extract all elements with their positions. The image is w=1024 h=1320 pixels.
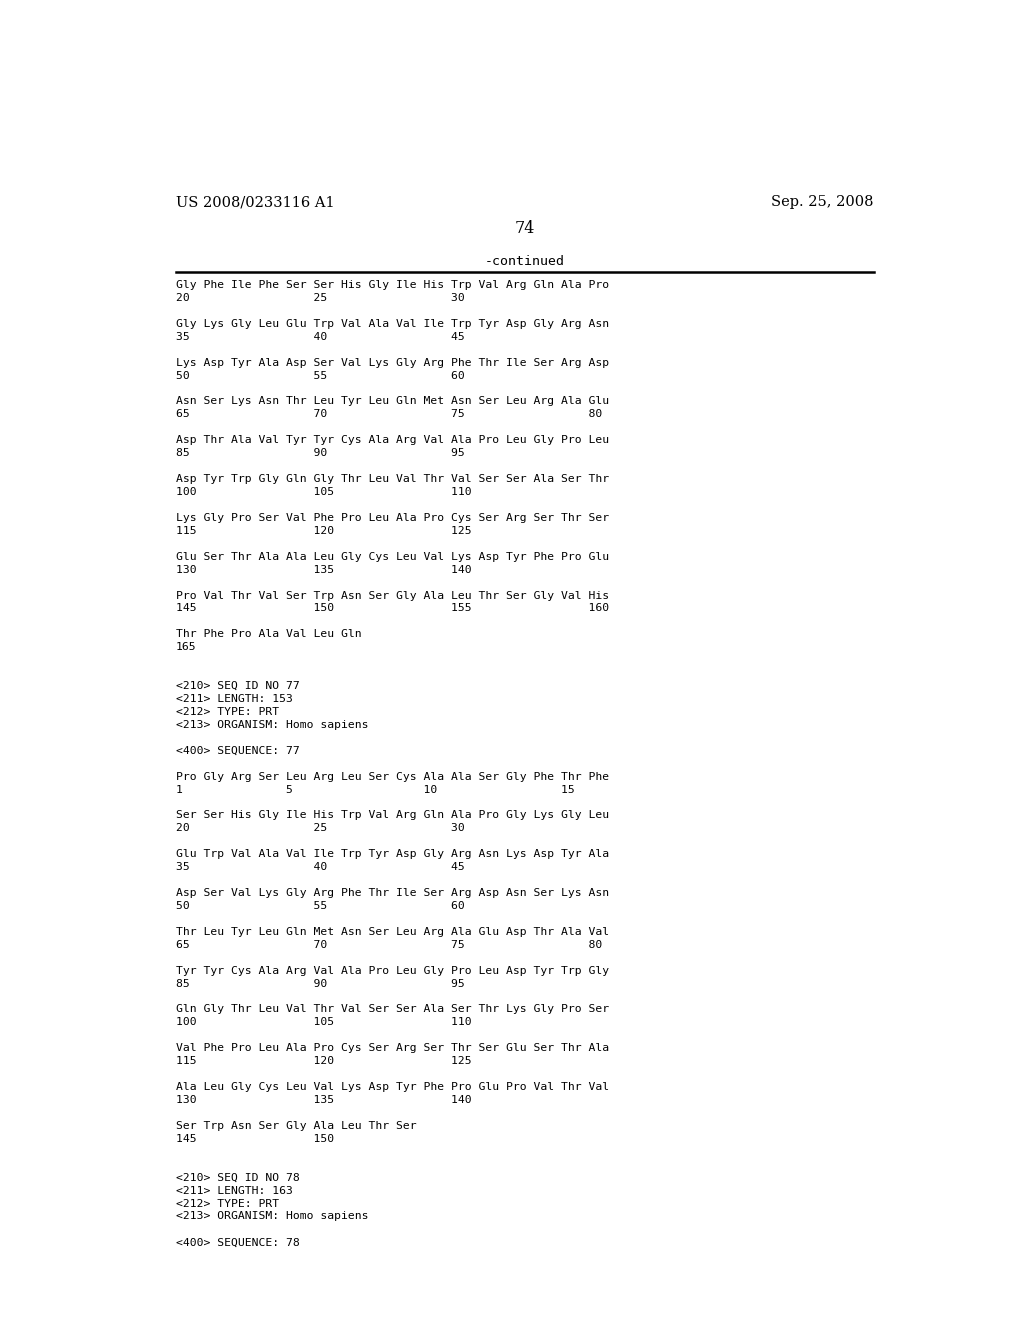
Text: <211> LENGTH: 163: <211> LENGTH: 163 <box>176 1185 293 1196</box>
Text: 50                  55                  60: 50 55 60 <box>176 371 465 380</box>
Text: 35                  40                  45: 35 40 45 <box>176 862 465 873</box>
Text: <400> SEQUENCE: 78: <400> SEQUENCE: 78 <box>176 1237 300 1247</box>
Text: Glu Ser Thr Ala Ala Leu Gly Cys Leu Val Lys Asp Tyr Phe Pro Glu: Glu Ser Thr Ala Ala Leu Gly Cys Leu Val … <box>176 552 609 562</box>
Text: <400> SEQUENCE: 77: <400> SEQUENCE: 77 <box>176 746 300 756</box>
Text: <213> ORGANISM: Homo sapiens: <213> ORGANISM: Homo sapiens <box>176 1212 369 1221</box>
Text: 35                  40                  45: 35 40 45 <box>176 331 465 342</box>
Text: 100                 105                 110: 100 105 110 <box>176 1018 472 1027</box>
Text: Thr Leu Tyr Leu Gln Met Asn Ser Leu Arg Ala Glu Asp Thr Ala Val: Thr Leu Tyr Leu Gln Met Asn Ser Leu Arg … <box>176 927 609 937</box>
Text: 20                  25                  30: 20 25 30 <box>176 824 465 833</box>
Text: 74: 74 <box>515 220 535 238</box>
Text: 1               5                   10                  15: 1 5 10 15 <box>176 784 574 795</box>
Text: 50                  55                  60: 50 55 60 <box>176 902 465 911</box>
Text: US 2008/0233116 A1: US 2008/0233116 A1 <box>176 195 335 210</box>
Text: 65                  70                  75                  80: 65 70 75 80 <box>176 409 602 420</box>
Text: Asp Tyr Trp Gly Gln Gly Thr Leu Val Thr Val Ser Ser Ala Ser Thr: Asp Tyr Trp Gly Gln Gly Thr Leu Val Thr … <box>176 474 609 484</box>
Text: Pro Val Thr Val Ser Trp Asn Ser Gly Ala Leu Thr Ser Gly Val His: Pro Val Thr Val Ser Trp Asn Ser Gly Ala … <box>176 590 609 601</box>
Text: Gly Phe Ile Phe Ser Ser His Gly Ile His Trp Val Arg Gln Ala Pro: Gly Phe Ile Phe Ser Ser His Gly Ile His … <box>176 280 609 290</box>
Text: Ala Leu Gly Cys Leu Val Lys Asp Tyr Phe Pro Glu Pro Val Thr Val: Ala Leu Gly Cys Leu Val Lys Asp Tyr Phe … <box>176 1082 609 1092</box>
Text: Thr Phe Pro Ala Val Leu Gln: Thr Phe Pro Ala Val Leu Gln <box>176 630 361 639</box>
Text: -continued: -continued <box>484 255 565 268</box>
Text: <211> LENGTH: 153: <211> LENGTH: 153 <box>176 694 293 704</box>
Text: 145                 150                 155                 160: 145 150 155 160 <box>176 603 609 614</box>
Text: 115                 120                 125: 115 120 125 <box>176 525 472 536</box>
Text: 130                 135                 140: 130 135 140 <box>176 565 472 574</box>
Text: 115                 120                 125: 115 120 125 <box>176 1056 472 1067</box>
Text: 145                 150: 145 150 <box>176 1134 334 1144</box>
Text: 65                  70                  75                  80: 65 70 75 80 <box>176 940 602 950</box>
Text: Gly Lys Gly Leu Glu Trp Val Ala Val Ile Trp Tyr Asp Gly Arg Asn: Gly Lys Gly Leu Glu Trp Val Ala Val Ile … <box>176 319 609 329</box>
Text: 20                  25                  30: 20 25 30 <box>176 293 465 304</box>
Text: Ser Ser His Gly Ile His Trp Val Arg Gln Ala Pro Gly Lys Gly Leu: Ser Ser His Gly Ile His Trp Val Arg Gln … <box>176 810 609 821</box>
Text: Val Phe Pro Leu Ala Pro Cys Ser Arg Ser Thr Ser Glu Ser Thr Ala: Val Phe Pro Leu Ala Pro Cys Ser Arg Ser … <box>176 1043 609 1053</box>
Text: 130                 135                 140: 130 135 140 <box>176 1096 472 1105</box>
Text: 85                  90                  95: 85 90 95 <box>176 449 465 458</box>
Text: 165: 165 <box>176 643 197 652</box>
Text: <212> TYPE: PRT: <212> TYPE: PRT <box>176 708 280 717</box>
Text: 100                 105                 110: 100 105 110 <box>176 487 472 498</box>
Text: Gln Gly Thr Leu Val Thr Val Ser Ser Ala Ser Thr Lys Gly Pro Ser: Gln Gly Thr Leu Val Thr Val Ser Ser Ala … <box>176 1005 609 1015</box>
Text: Asn Ser Lys Asn Thr Leu Tyr Leu Gln Met Asn Ser Leu Arg Ala Glu: Asn Ser Lys Asn Thr Leu Tyr Leu Gln Met … <box>176 396 609 407</box>
Text: Asp Ser Val Lys Gly Arg Phe Thr Ile Ser Arg Asp Asn Ser Lys Asn: Asp Ser Val Lys Gly Arg Phe Thr Ile Ser … <box>176 888 609 898</box>
Text: Tyr Tyr Cys Ala Arg Val Ala Pro Leu Gly Pro Leu Asp Tyr Trp Gly: Tyr Tyr Cys Ala Arg Val Ala Pro Leu Gly … <box>176 966 609 975</box>
Text: Lys Asp Tyr Ala Asp Ser Val Lys Gly Arg Phe Thr Ile Ser Arg Asp: Lys Asp Tyr Ala Asp Ser Val Lys Gly Arg … <box>176 358 609 368</box>
Text: <210> SEQ ID NO 77: <210> SEQ ID NO 77 <box>176 681 300 692</box>
Text: <212> TYPE: PRT: <212> TYPE: PRT <box>176 1199 280 1209</box>
Text: Pro Gly Arg Ser Leu Arg Leu Ser Cys Ala Ala Ser Gly Phe Thr Phe: Pro Gly Arg Ser Leu Arg Leu Ser Cys Ala … <box>176 772 609 781</box>
Text: <210> SEQ ID NO 78: <210> SEQ ID NO 78 <box>176 1172 300 1183</box>
Text: Sep. 25, 2008: Sep. 25, 2008 <box>771 195 873 210</box>
Text: 85                  90                  95: 85 90 95 <box>176 978 465 989</box>
Text: Glu Trp Val Ala Val Ile Trp Tyr Asp Gly Arg Asn Lys Asp Tyr Ala: Glu Trp Val Ala Val Ile Trp Tyr Asp Gly … <box>176 849 609 859</box>
Text: <213> ORGANISM: Homo sapiens: <213> ORGANISM: Homo sapiens <box>176 719 369 730</box>
Text: Ser Trp Asn Ser Gly Ala Leu Thr Ser: Ser Trp Asn Ser Gly Ala Leu Thr Ser <box>176 1121 417 1131</box>
Text: Lys Gly Pro Ser Val Phe Pro Leu Ala Pro Cys Ser Arg Ser Thr Ser: Lys Gly Pro Ser Val Phe Pro Leu Ala Pro … <box>176 513 609 523</box>
Text: Asp Thr Ala Val Tyr Tyr Cys Ala Arg Val Ala Pro Leu Gly Pro Leu: Asp Thr Ala Val Tyr Tyr Cys Ala Arg Val … <box>176 436 609 445</box>
